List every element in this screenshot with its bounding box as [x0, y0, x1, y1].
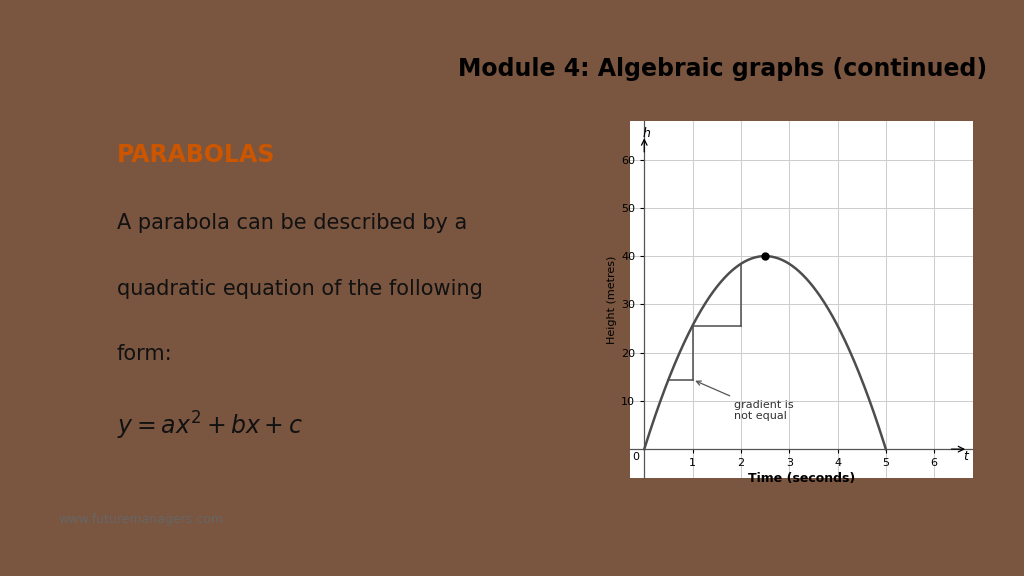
Text: Module 4: Algebraic graphs (continued): Module 4: Algebraic graphs (continued) [458, 57, 987, 81]
Text: 0: 0 [632, 452, 639, 461]
Text: t: t [964, 450, 968, 463]
Text: www.futuremanagers.com: www.futuremanagers.com [58, 513, 224, 525]
Text: h: h [643, 127, 650, 141]
Y-axis label: Height (metres): Height (metres) [607, 255, 616, 344]
Text: quadratic equation of the following: quadratic equation of the following [117, 279, 482, 298]
Text: $y = ax^2 + bx + c$: $y = ax^2 + bx + c$ [117, 410, 303, 442]
X-axis label: Time (seconds): Time (seconds) [748, 472, 855, 486]
Text: gradient is
not equal: gradient is not equal [696, 381, 794, 421]
Text: A parabola can be described by a: A parabola can be described by a [117, 213, 467, 233]
Text: form:: form: [117, 344, 172, 364]
Text: PARABOLAS: PARABOLAS [117, 142, 275, 166]
